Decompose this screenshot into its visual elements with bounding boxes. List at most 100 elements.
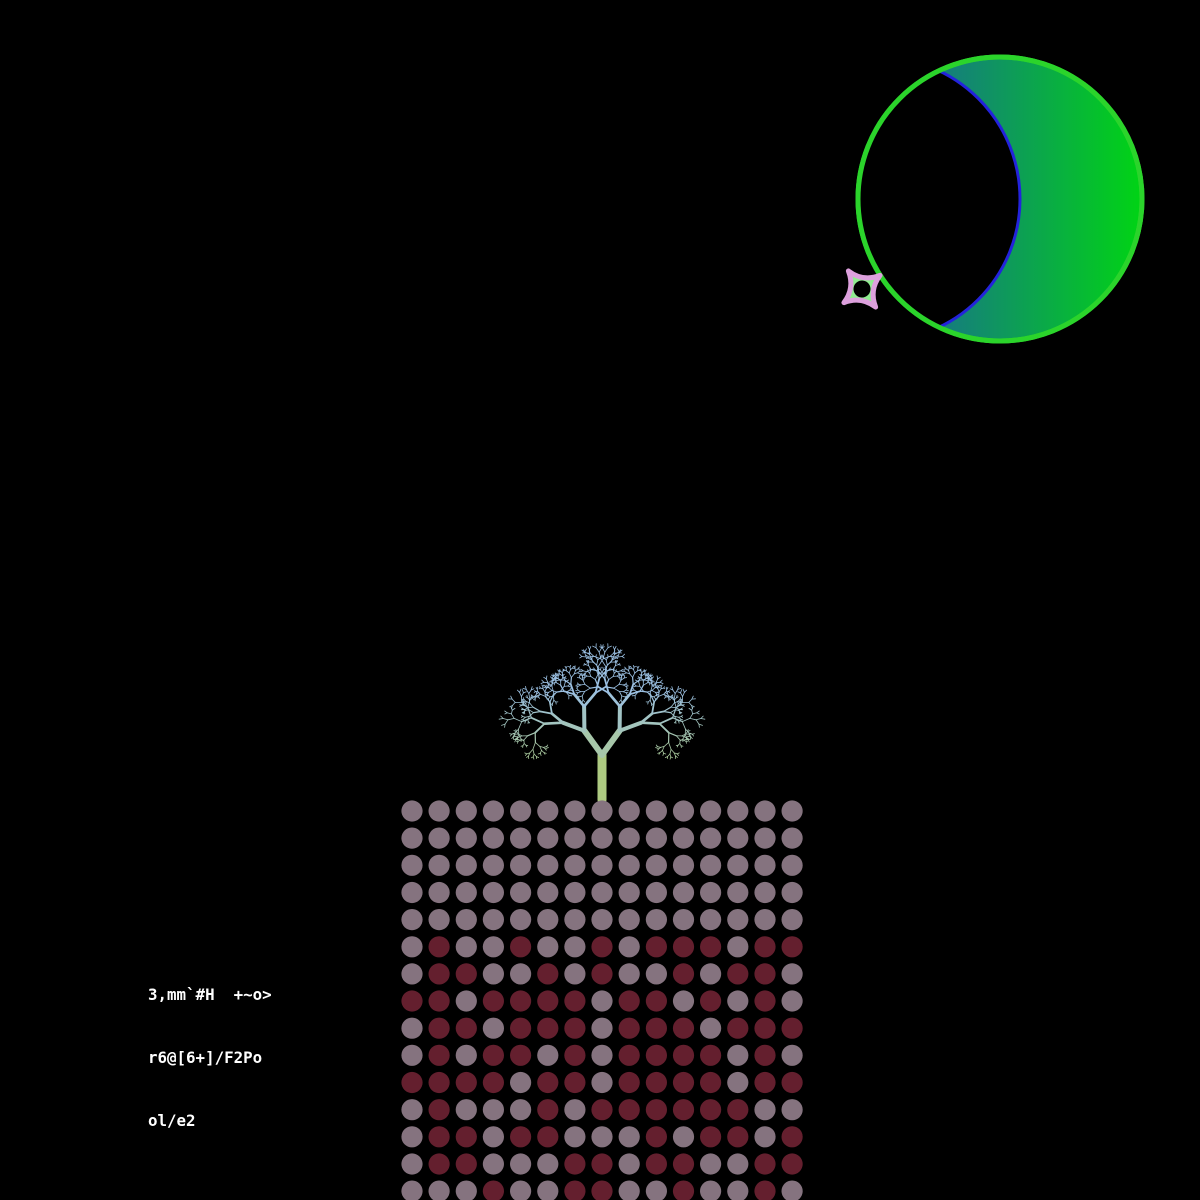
tree-branch — [591, 656, 593, 660]
tree-branch — [618, 692, 632, 708]
grid-dot — [645, 1099, 668, 1121]
tree-branch — [681, 735, 687, 738]
tree-branch — [555, 673, 557, 676]
grid-dot — [401, 1153, 423, 1175]
tree-branch — [688, 698, 693, 703]
grid-dot — [781, 936, 803, 958]
grid-dot — [754, 1017, 776, 1039]
tree-branch — [618, 649, 622, 653]
tree-branch — [584, 674, 588, 677]
tree-branch — [526, 752, 531, 755]
tree-branch — [605, 686, 615, 689]
tree-branch — [535, 687, 538, 690]
tree-branch — [659, 679, 663, 683]
tree-branch — [547, 695, 551, 698]
tree-branch — [633, 666, 636, 668]
grid-dot — [509, 909, 532, 931]
tree-branch — [668, 691, 671, 693]
tree-branch — [552, 699, 555, 704]
tree-branch — [527, 721, 531, 724]
grid-dot — [754, 1071, 776, 1094]
tree-branch — [642, 682, 649, 686]
tree-branch — [581, 727, 605, 758]
tree-branch — [642, 690, 651, 694]
grid-dot — [727, 1044, 749, 1066]
grid-dot — [428, 936, 450, 958]
sparkle-shape — [841, 268, 883, 310]
tree-branch — [525, 696, 528, 698]
tree-branch — [634, 691, 639, 696]
tree-branch — [670, 702, 675, 708]
tree-branch — [628, 683, 635, 696]
tree-branch — [672, 689, 676, 694]
tree-branch — [519, 691, 522, 697]
tree-branch — [614, 654, 619, 658]
tree-branch — [667, 693, 670, 698]
grid-dot — [727, 1180, 749, 1200]
tree-branch — [628, 666, 631, 669]
tree-branch — [655, 682, 657, 686]
tree-branch — [639, 686, 644, 692]
grid-dot — [564, 1153, 586, 1175]
tree-branch — [539, 746, 542, 751]
tree-branch — [564, 666, 567, 669]
tree-branch — [662, 710, 672, 714]
tree-branch — [602, 651, 606, 660]
grid-dot — [618, 1071, 640, 1094]
tree-branch — [570, 676, 573, 685]
tree-branch — [625, 691, 629, 694]
grid-dot — [537, 936, 559, 958]
tree-branch — [651, 690, 656, 693]
grid-dot — [645, 1071, 668, 1094]
grid-dot — [727, 827, 749, 849]
tree-branch — [532, 753, 535, 758]
grid-dot — [700, 1180, 722, 1200]
tree-branch — [678, 716, 682, 720]
tree-branch — [673, 699, 677, 709]
grid-dot — [564, 881, 586, 904]
tree-branch — [673, 721, 677, 724]
tree-branch — [519, 688, 522, 693]
tree-branch — [547, 682, 553, 687]
tree-branch — [623, 675, 626, 679]
grid-dot — [509, 881, 532, 904]
tree-branch — [663, 687, 666, 690]
grid-dot — [591, 827, 613, 849]
tree-branch — [575, 691, 579, 694]
grid-dot — [672, 854, 695, 876]
grid-dot — [509, 827, 532, 849]
tree-branch — [665, 688, 668, 693]
tree-branch — [560, 677, 563, 682]
tree-branch — [577, 666, 580, 670]
tree-branch — [650, 675, 653, 679]
tree-branch — [657, 676, 661, 680]
tree-branch — [688, 708, 693, 711]
tree-branch — [670, 749, 675, 754]
grid-dot — [455, 909, 477, 931]
grid-dot — [455, 800, 477, 822]
tree-branches-left — [498, 643, 629, 760]
grid-dot — [537, 1017, 559, 1039]
grid-dot — [781, 1126, 803, 1148]
tree-branch — [559, 679, 566, 681]
grid-dot — [509, 854, 532, 876]
tree-branch — [660, 684, 663, 687]
tree-branch — [534, 722, 546, 734]
grid-dot — [537, 1153, 559, 1175]
grid-dot — [781, 990, 803, 1012]
grid-dot — [618, 800, 640, 822]
grid-dot — [564, 1017, 586, 1039]
tree-branch — [584, 687, 591, 692]
tree-branch — [613, 670, 615, 674]
tree-branch — [588, 665, 592, 670]
tree-branch — [544, 691, 546, 697]
tree-branch — [517, 735, 523, 738]
tree-branch — [662, 706, 672, 713]
tree-branch — [618, 679, 622, 685]
tree-branch — [680, 689, 682, 694]
grid-dot — [645, 800, 668, 822]
tree-branch — [543, 746, 547, 748]
tree-branch — [550, 712, 565, 725]
tree-branch — [667, 753, 671, 757]
grid-dot — [672, 990, 695, 1012]
